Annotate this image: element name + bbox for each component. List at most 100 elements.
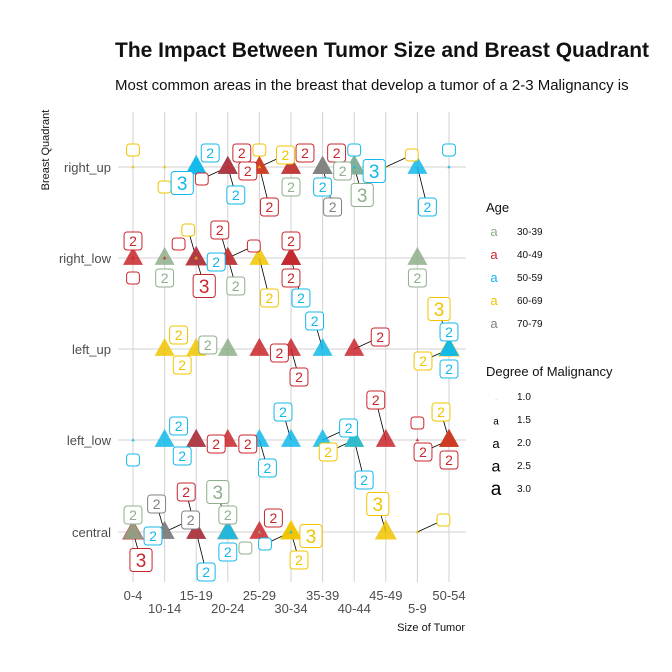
point-label: 3 xyxy=(306,527,317,548)
point-label-box xyxy=(305,311,325,331)
point-label-box xyxy=(155,268,175,288)
point-label: 2 xyxy=(129,507,137,523)
point-label-box xyxy=(226,185,246,205)
point-label-box xyxy=(258,537,272,551)
point-marker xyxy=(249,337,270,356)
point-label-box xyxy=(123,231,143,251)
point-marker xyxy=(257,529,262,534)
point-label-box xyxy=(366,492,390,516)
point-label-box xyxy=(170,171,194,195)
point-label-box xyxy=(123,505,143,525)
point-label-box xyxy=(259,288,279,308)
point-label: 2 xyxy=(287,233,295,249)
point-label-box xyxy=(192,274,216,298)
point-marker xyxy=(186,520,207,539)
point-label: 2 xyxy=(333,145,341,161)
point-label-box xyxy=(431,402,451,422)
legend-label-age: 70-79 xyxy=(517,319,543,330)
point-label: 2 xyxy=(161,270,169,286)
legend-key-malignancy: a xyxy=(492,436,500,451)
chart-title: The Impact Between Tumor Size and Breast… xyxy=(115,39,649,62)
chart-subtitle: Most common areas in the breast that dev… xyxy=(115,77,629,94)
point-label-box xyxy=(333,161,353,181)
point-marker xyxy=(281,246,301,265)
legend-label-age: 40-49 xyxy=(517,250,543,261)
point-marker xyxy=(226,255,230,260)
legend-label-malignancy: 1.5 xyxy=(517,415,531,426)
legend-key-age: a xyxy=(490,316,498,331)
point-label-box xyxy=(206,434,226,454)
legend-key-malignancy: · xyxy=(495,397,496,402)
y-tick-label: right_low xyxy=(59,251,112,266)
point-marker xyxy=(281,520,301,539)
point-label-box xyxy=(169,325,189,345)
point-label-box xyxy=(439,359,459,379)
point-label: 3 xyxy=(177,174,188,195)
point-label-box xyxy=(172,355,192,375)
point-label-box xyxy=(126,271,140,285)
point-marker xyxy=(131,164,135,169)
legend-key-age: a xyxy=(490,247,498,262)
point-label-box xyxy=(143,526,163,546)
point-marker xyxy=(447,164,451,169)
point-label: 2 xyxy=(244,436,252,452)
point-label: 2 xyxy=(224,544,232,560)
point-label-box xyxy=(252,143,267,157)
point-label-box xyxy=(362,159,386,183)
point-label-box xyxy=(439,322,459,342)
point-label: 2 xyxy=(339,163,347,179)
point-marker xyxy=(415,529,420,534)
point-label: 2 xyxy=(295,369,303,385)
legend-label-age: 30-39 xyxy=(517,227,543,238)
point-label: 2 xyxy=(216,222,224,238)
y-tick-label: right_up xyxy=(64,160,111,175)
point-label-box xyxy=(313,177,333,197)
point-label: 2 xyxy=(445,452,453,468)
point-marker xyxy=(123,520,143,539)
point-label: 3 xyxy=(369,162,380,183)
point-label: 2 xyxy=(345,420,353,436)
legend-key-malignancy: a xyxy=(493,417,499,428)
point-marker xyxy=(217,155,238,174)
legend-label-age: 50-59 xyxy=(517,273,543,284)
legend-key-malignancy: a xyxy=(491,479,502,500)
point-label: 2 xyxy=(212,436,220,452)
point-marker xyxy=(131,255,135,260)
point-marker xyxy=(312,155,333,174)
point-label: 2 xyxy=(224,507,232,523)
point-label-box xyxy=(257,458,277,478)
point-label: 2 xyxy=(279,404,287,420)
point-label-box xyxy=(269,343,289,363)
point-label: 2 xyxy=(153,496,161,512)
point-label: 3 xyxy=(136,551,147,572)
point-marker xyxy=(154,246,175,265)
point-label-box xyxy=(281,177,301,197)
point-marker xyxy=(162,164,167,169)
point-label-box xyxy=(196,562,216,582)
point-marker xyxy=(162,255,167,260)
point-label: 2 xyxy=(244,163,252,179)
point-label-box xyxy=(275,145,295,165)
point-label: 2 xyxy=(232,278,240,294)
point-marker xyxy=(344,337,365,356)
point-label: 2 xyxy=(445,324,453,340)
point-label-box xyxy=(407,268,427,288)
point-marker xyxy=(375,428,396,447)
point-label-box xyxy=(126,453,140,467)
point-label-box xyxy=(289,367,309,387)
point-label-box xyxy=(246,239,261,253)
point-label: 2 xyxy=(419,444,427,460)
point-label-box xyxy=(200,143,220,163)
x-axis-title: Size of Tumor xyxy=(397,622,465,634)
point-label: 2 xyxy=(319,179,327,195)
point-label: 2 xyxy=(324,444,332,460)
point-marker xyxy=(185,245,208,266)
point-marker xyxy=(439,428,459,447)
point-label: 2 xyxy=(276,345,284,361)
point-marker xyxy=(217,520,238,539)
x-tick-label: 15-19 xyxy=(180,588,213,603)
point-label: 2 xyxy=(437,404,445,420)
x-tick-label: 0-4 xyxy=(124,588,143,603)
point-label: 2 xyxy=(129,233,137,249)
